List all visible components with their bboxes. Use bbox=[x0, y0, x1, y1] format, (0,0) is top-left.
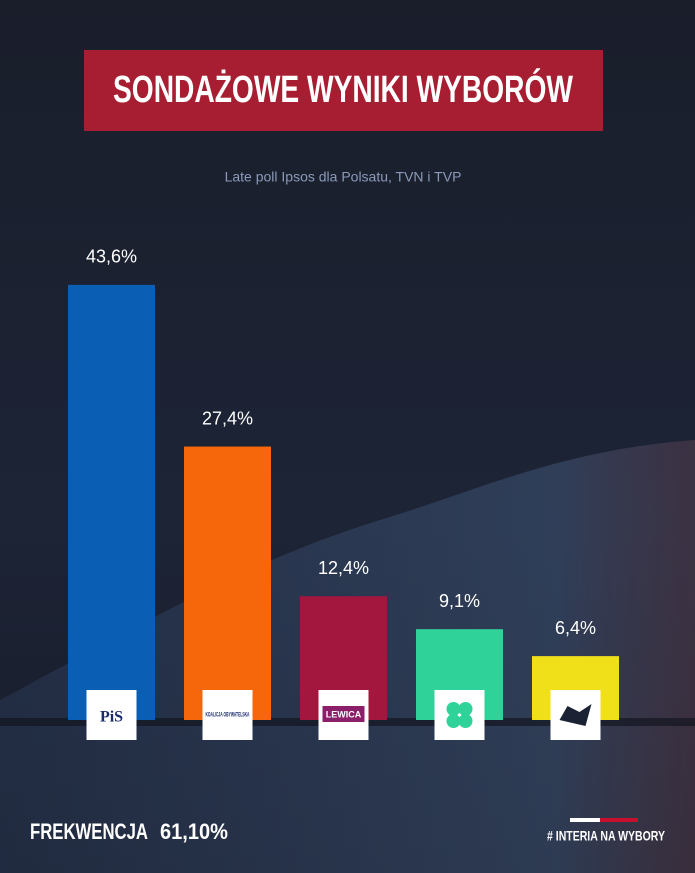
brand: # INTERIA NA WYBORY bbox=[547, 828, 665, 844]
party-logo bbox=[434, 690, 485, 740]
party-logo bbox=[202, 690, 253, 740]
brand-flag bbox=[570, 818, 600, 822]
logo-icon bbox=[458, 702, 473, 716]
value-label: 6,4% bbox=[555, 618, 596, 638]
logo-icon bbox=[458, 714, 473, 728]
party-logo bbox=[86, 690, 137, 740]
title-box bbox=[84, 50, 603, 131]
party-logo-text: PiS bbox=[100, 709, 123, 726]
party-logo-text: KOALICJA OBYWATELSKA bbox=[206, 713, 250, 719]
turnout-value: 61,10% bbox=[160, 819, 228, 844]
logo-icon bbox=[446, 702, 461, 716]
subtitle: Late poll Ipsos dla Polsatu, TVN i TVP bbox=[225, 169, 462, 185]
logo-badge bbox=[322, 706, 365, 722]
chart-title: SONDAŻOWE WYNIKI WYBORÓW bbox=[113, 67, 573, 111]
party-logo-text: LEWICA bbox=[326, 709, 362, 719]
bar bbox=[68, 284, 155, 720]
logo-icon bbox=[559, 704, 592, 726]
bar bbox=[184, 446, 271, 720]
brand-flag bbox=[600, 818, 638, 822]
turnout-label: FREKWENCJA bbox=[30, 819, 148, 844]
value-label: 12,4% bbox=[318, 558, 369, 578]
logo-icon bbox=[446, 714, 461, 728]
value-label: 27,4% bbox=[202, 408, 253, 428]
value-label: 9,1% bbox=[439, 591, 480, 611]
value-label: 43,6% bbox=[86, 247, 137, 267]
